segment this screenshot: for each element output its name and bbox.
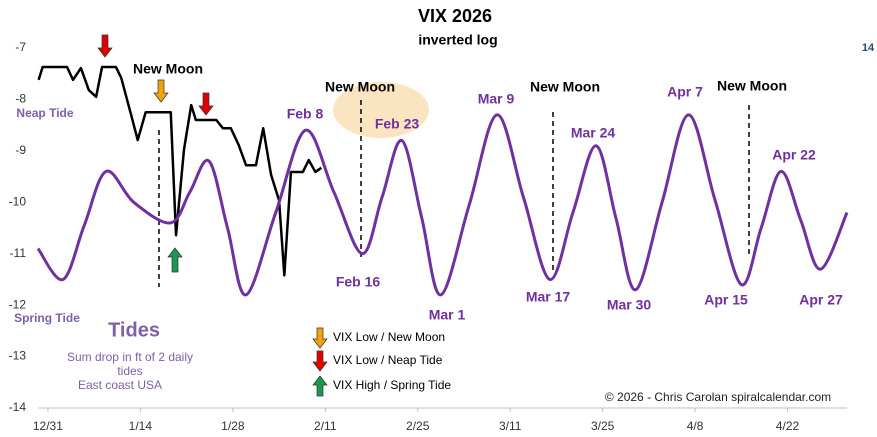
moon-label: New Moon (717, 78, 787, 94)
legend-label: Tides (108, 319, 160, 341)
date-label: Apr 27 (799, 292, 843, 308)
y-tick-label: -12 (9, 297, 27, 311)
legend-label: VIX High / Spring Tide (333, 378, 451, 392)
legend-label: VIX Low / New Moon (333, 330, 445, 344)
date-label: Apr 7 (667, 84, 703, 100)
arrow (312, 350, 328, 372)
y-tick-label: -9 (15, 143, 26, 157)
x-tick-label: 1/14 (129, 419, 153, 433)
note: East coast USA (78, 378, 162, 392)
note-box: Sum drop in ft of 2 daily tides (66, 350, 194, 378)
note: Neap Tide (16, 106, 73, 120)
date-label: Mar 1 (429, 307, 466, 323)
arrow (97, 34, 113, 58)
x-tick-label: 12/31 (33, 419, 63, 433)
x-tick-label: 4/22 (776, 419, 800, 433)
credit: © 2026 - Chris Carolan spiralcalendar.co… (605, 390, 831, 404)
note: Sum drop in ft of 2 daily tides (66, 350, 194, 378)
arrow (198, 92, 214, 116)
date-label: Feb 16 (336, 274, 381, 290)
moon-label: New Moon (325, 79, 395, 95)
y-tick-label: -7 (15, 40, 26, 54)
x-tick-label: 2/11 (314, 419, 337, 433)
date-label: Apr 15 (704, 292, 748, 308)
date-label: Feb 23 (375, 116, 420, 132)
date-label: Mar 24 (571, 125, 616, 141)
arrow (153, 79, 169, 103)
x-tick-label: 2/25 (406, 419, 430, 433)
y-tick-label: -13 (9, 349, 27, 363)
series-line (36, 113, 849, 297)
date-label: Feb 8 (287, 106, 324, 122)
note: 14 (862, 42, 875, 54)
y-tick-label: -11 (10, 246, 27, 260)
arrow (167, 247, 183, 273)
x-tick-label: 4/8 (687, 419, 704, 433)
x-tick-label: 3/11 (499, 419, 522, 433)
series-line (37, 65, 323, 277)
arrow (312, 375, 328, 397)
y-tick-label: -14 (9, 400, 27, 414)
y-tick-label: -10 (9, 194, 27, 208)
moon-label: New Moon (133, 61, 203, 77)
x-tick-label: 1/28 (221, 419, 245, 433)
moon-label: New Moon (530, 79, 600, 95)
arrow (312, 327, 328, 349)
chart-title: VIX 2026 (418, 6, 492, 26)
chart-subtitle: inverted log (418, 32, 497, 48)
y-tick-label: -8 (15, 92, 26, 106)
date-label: Mar 17 (526, 289, 571, 305)
highlight (333, 82, 429, 138)
date-label: Mar 30 (607, 297, 652, 313)
date-label: Mar 9 (478, 91, 515, 107)
date-label: Apr 22 (772, 147, 816, 163)
note: Spring Tide (14, 311, 80, 325)
legend-label: VIX Low / Neap Tide (333, 353, 443, 367)
x-tick-label: 3/25 (591, 419, 615, 433)
